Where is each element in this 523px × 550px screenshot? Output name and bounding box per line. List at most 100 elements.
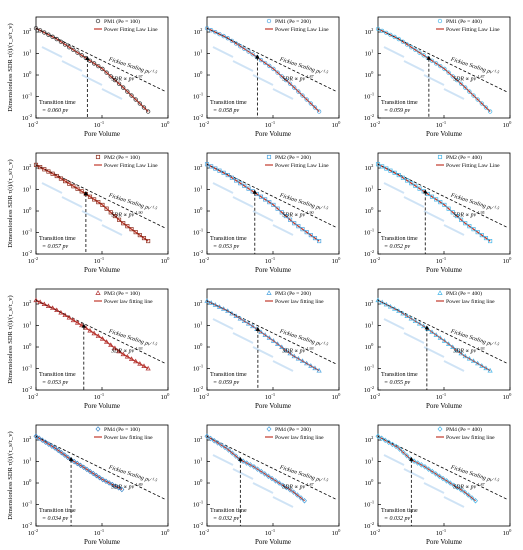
data-point (258, 468, 264, 475)
fickian-line (35, 164, 166, 229)
y-tick-label: 10-1 (22, 228, 32, 237)
data-point (267, 200, 272, 205)
data-point (216, 304, 223, 309)
transition-label: Transition time (39, 236, 76, 242)
chart-panel: 10-2 10-1 100 10-2 10-1 100 101 102 Pore Volume P… (364, 288, 512, 410)
fickian-label: Fickian Scaling pv-1.5 (449, 54, 500, 78)
data-point (58, 309, 64, 315)
chart-panel: 10-2 10-1 100 10-2 10-1 100 101 102 Pore Volume P… (193, 424, 342, 546)
data-point (279, 210, 284, 215)
x-axis-label: Pore Volume (84, 402, 120, 410)
data-point (446, 70, 451, 75)
x-tick-label: 100 (161, 256, 171, 265)
legend: PM2 (Pe = 200) Power Fitting Law Line (265, 154, 329, 169)
data-point (42, 30, 47, 35)
data-point (250, 52, 255, 57)
transition-label: Transition time (210, 100, 247, 106)
y-tick-label: 10-1 (364, 500, 374, 509)
data-point (39, 437, 45, 443)
data-point (283, 347, 289, 353)
transition-value: = 0.059 pv (384, 108, 411, 114)
legend-marker (95, 426, 101, 432)
data-point (211, 438, 217, 444)
sdr-label: SDR ∝ pv-1.89 (111, 482, 142, 491)
data-point (90, 470, 96, 477)
x-tick-label: 10-2 (199, 528, 209, 537)
watermark-stroke (383, 46, 405, 58)
y-tick-label: 100 (23, 478, 33, 487)
data-point (392, 170, 397, 175)
y-tick-label: 101 (365, 457, 374, 466)
fit-line (206, 163, 320, 242)
transition-marker (238, 456, 243, 461)
fickian-label: Fickian Scaling pv-1.5 (278, 54, 329, 78)
data-point (46, 32, 51, 37)
transition-marker (68, 456, 74, 461)
chart-panel: 10-2 10-1 100 10-2 10-1 100 101 102 Pore Volume D… (7, 16, 170, 138)
y-axis-label: Dimensionless SDR τ(t)/(τ_s/τ_v) (7, 23, 14, 111)
x-tick-label: 100 (332, 528, 342, 537)
data-point (384, 30, 389, 36)
data-point (81, 464, 87, 471)
y-tick-label: 10-1 (193, 500, 203, 509)
fit-line (35, 435, 123, 491)
fickian-line (206, 163, 337, 228)
x-tick-label: 10-1 (436, 256, 446, 265)
data-point (299, 358, 306, 363)
chart-panel: 10-2 10-1 100 10-2 10-1 100 101 102 Pore Volume D… (7, 424, 170, 546)
data-point (229, 175, 234, 180)
y-tick-label: 10-1 (22, 92, 32, 101)
watermark-stroke (272, 496, 294, 508)
y-tick-label: 101 (365, 49, 374, 58)
data-point (467, 224, 472, 229)
data-point (146, 239, 151, 244)
data-point (388, 168, 393, 173)
x-tick-label: 10-1 (436, 528, 446, 537)
data-point (429, 58, 435, 63)
data-point (380, 28, 385, 34)
y-tick-label: 10-2 (22, 521, 32, 530)
y-tick-label: 10-1 (193, 364, 203, 373)
data-point (433, 61, 439, 66)
legend-label: Power Fitting Law Line (446, 163, 500, 169)
y-tick-label: 10-2 (22, 113, 32, 122)
data-point (308, 101, 313, 106)
data-point (422, 464, 428, 470)
data-point (408, 315, 414, 321)
x-tick-label: 100 (332, 120, 342, 129)
x-axis-label: Pore Volume (84, 266, 120, 274)
data-point (312, 105, 318, 110)
data-point (375, 433, 381, 439)
x-tick-label: 10-2 (199, 392, 209, 401)
data-point (396, 36, 401, 42)
data-point (221, 306, 227, 311)
y-tick-label: 10-2 (193, 385, 203, 394)
data-point (287, 81, 293, 86)
y-tick-label: 102 (365, 299, 374, 308)
data-point (237, 315, 243, 321)
y-tick-label: 101 (194, 49, 203, 58)
data-point (300, 93, 305, 98)
chart-panel: 10-2 10-1 100 10-2 10-1 100 101 102 Pore Volume P… (193, 152, 341, 274)
transition-marker (255, 326, 261, 331)
data-point (467, 89, 472, 94)
data-point (212, 302, 218, 307)
data-point (393, 443, 399, 450)
data-point (304, 97, 309, 102)
watermark-stroke (403, 332, 425, 344)
legend-label: Power law fitting line (446, 434, 495, 441)
data-point (108, 74, 113, 79)
y-tick-label: 10-2 (364, 385, 374, 394)
data-point (415, 460, 421, 466)
data-point (75, 186, 80, 191)
y-tick-label: 10-1 (364, 364, 374, 373)
transition-value: = 0.034 pv (42, 515, 69, 522)
data-point (129, 93, 134, 98)
data-point (413, 183, 418, 188)
data-point (462, 489, 468, 495)
y-tick-label: 10-1 (193, 228, 203, 237)
data-point (275, 70, 280, 75)
data-point (379, 299, 385, 305)
y-tick-label: 101 (23, 321, 32, 330)
data-point (233, 41, 239, 46)
